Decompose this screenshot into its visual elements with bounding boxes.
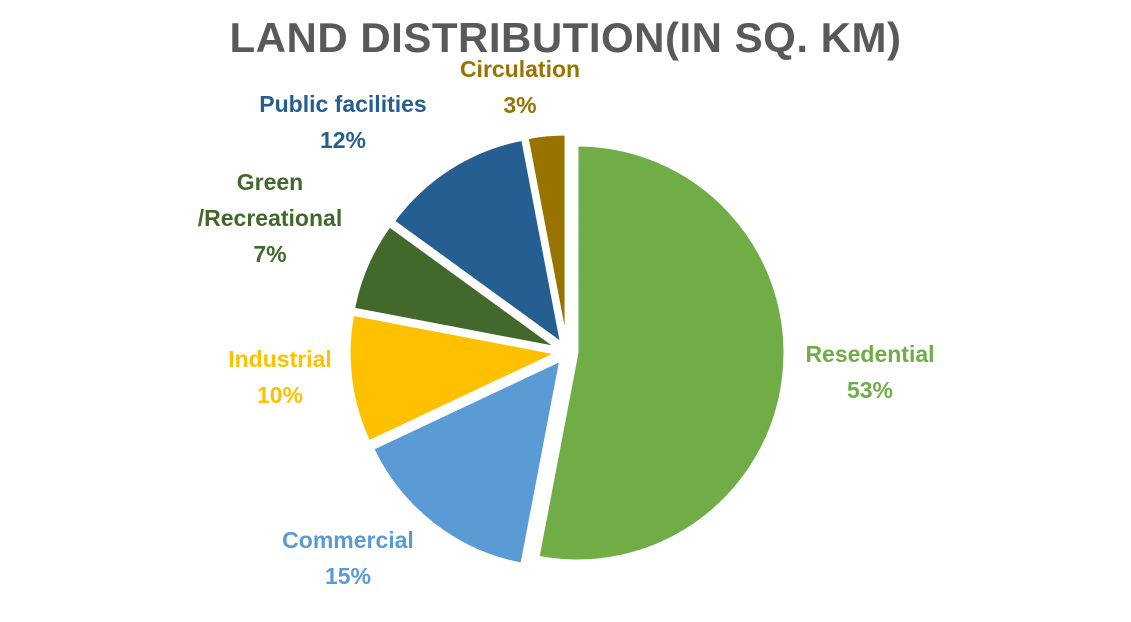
data-label-industrial: Industrial 10% <box>228 346 332 408</box>
data-label-resedential: Resedential 53% <box>805 341 934 403</box>
data-label-percent-commercial: 15% <box>325 563 371 589</box>
data-label-percent-circulation: 3% <box>503 92 536 118</box>
data-label-percent-public-facilities: 12% <box>320 127 366 153</box>
data-label-percent-resedential: 53% <box>847 377 893 403</box>
pie-slice-industrial <box>347 312 562 444</box>
data-label-percent-industrial: 10% <box>257 382 303 408</box>
data-label-name-commercial: Commercial <box>282 527 414 553</box>
data-label-circulation: Circulation 3% <box>460 56 580 118</box>
pie-slice-public-facilities <box>391 137 564 347</box>
pie-slice-commercial <box>370 357 563 566</box>
pie-slice-circulation <box>525 132 568 343</box>
data-label-name-industrial: Industrial <box>228 346 332 372</box>
data-label-green-recreational: Green/Recreational 7% <box>198 169 342 267</box>
chart-title: LAND DISTRIBUTION(IN SQ. KM) <box>229 14 902 61</box>
pie-slice-green-recreational <box>351 223 559 350</box>
data-label-name-green-recreational: Green <box>237 169 303 195</box>
data-label-commercial: Commercial 15% <box>282 527 414 589</box>
pie-slice-resedential <box>536 143 787 563</box>
data-label-name-green-recreational: /Recreational <box>198 205 342 231</box>
data-label-name-public-facilities: Public facilities <box>259 91 426 117</box>
data-label-percent-green-recreational: 7% <box>253 241 286 267</box>
data-label-name-circulation: Circulation <box>460 56 580 82</box>
data-label-name-resedential: Resedential <box>805 341 934 367</box>
data-label-public-facilities: Public facilities 12% <box>259 91 426 153</box>
